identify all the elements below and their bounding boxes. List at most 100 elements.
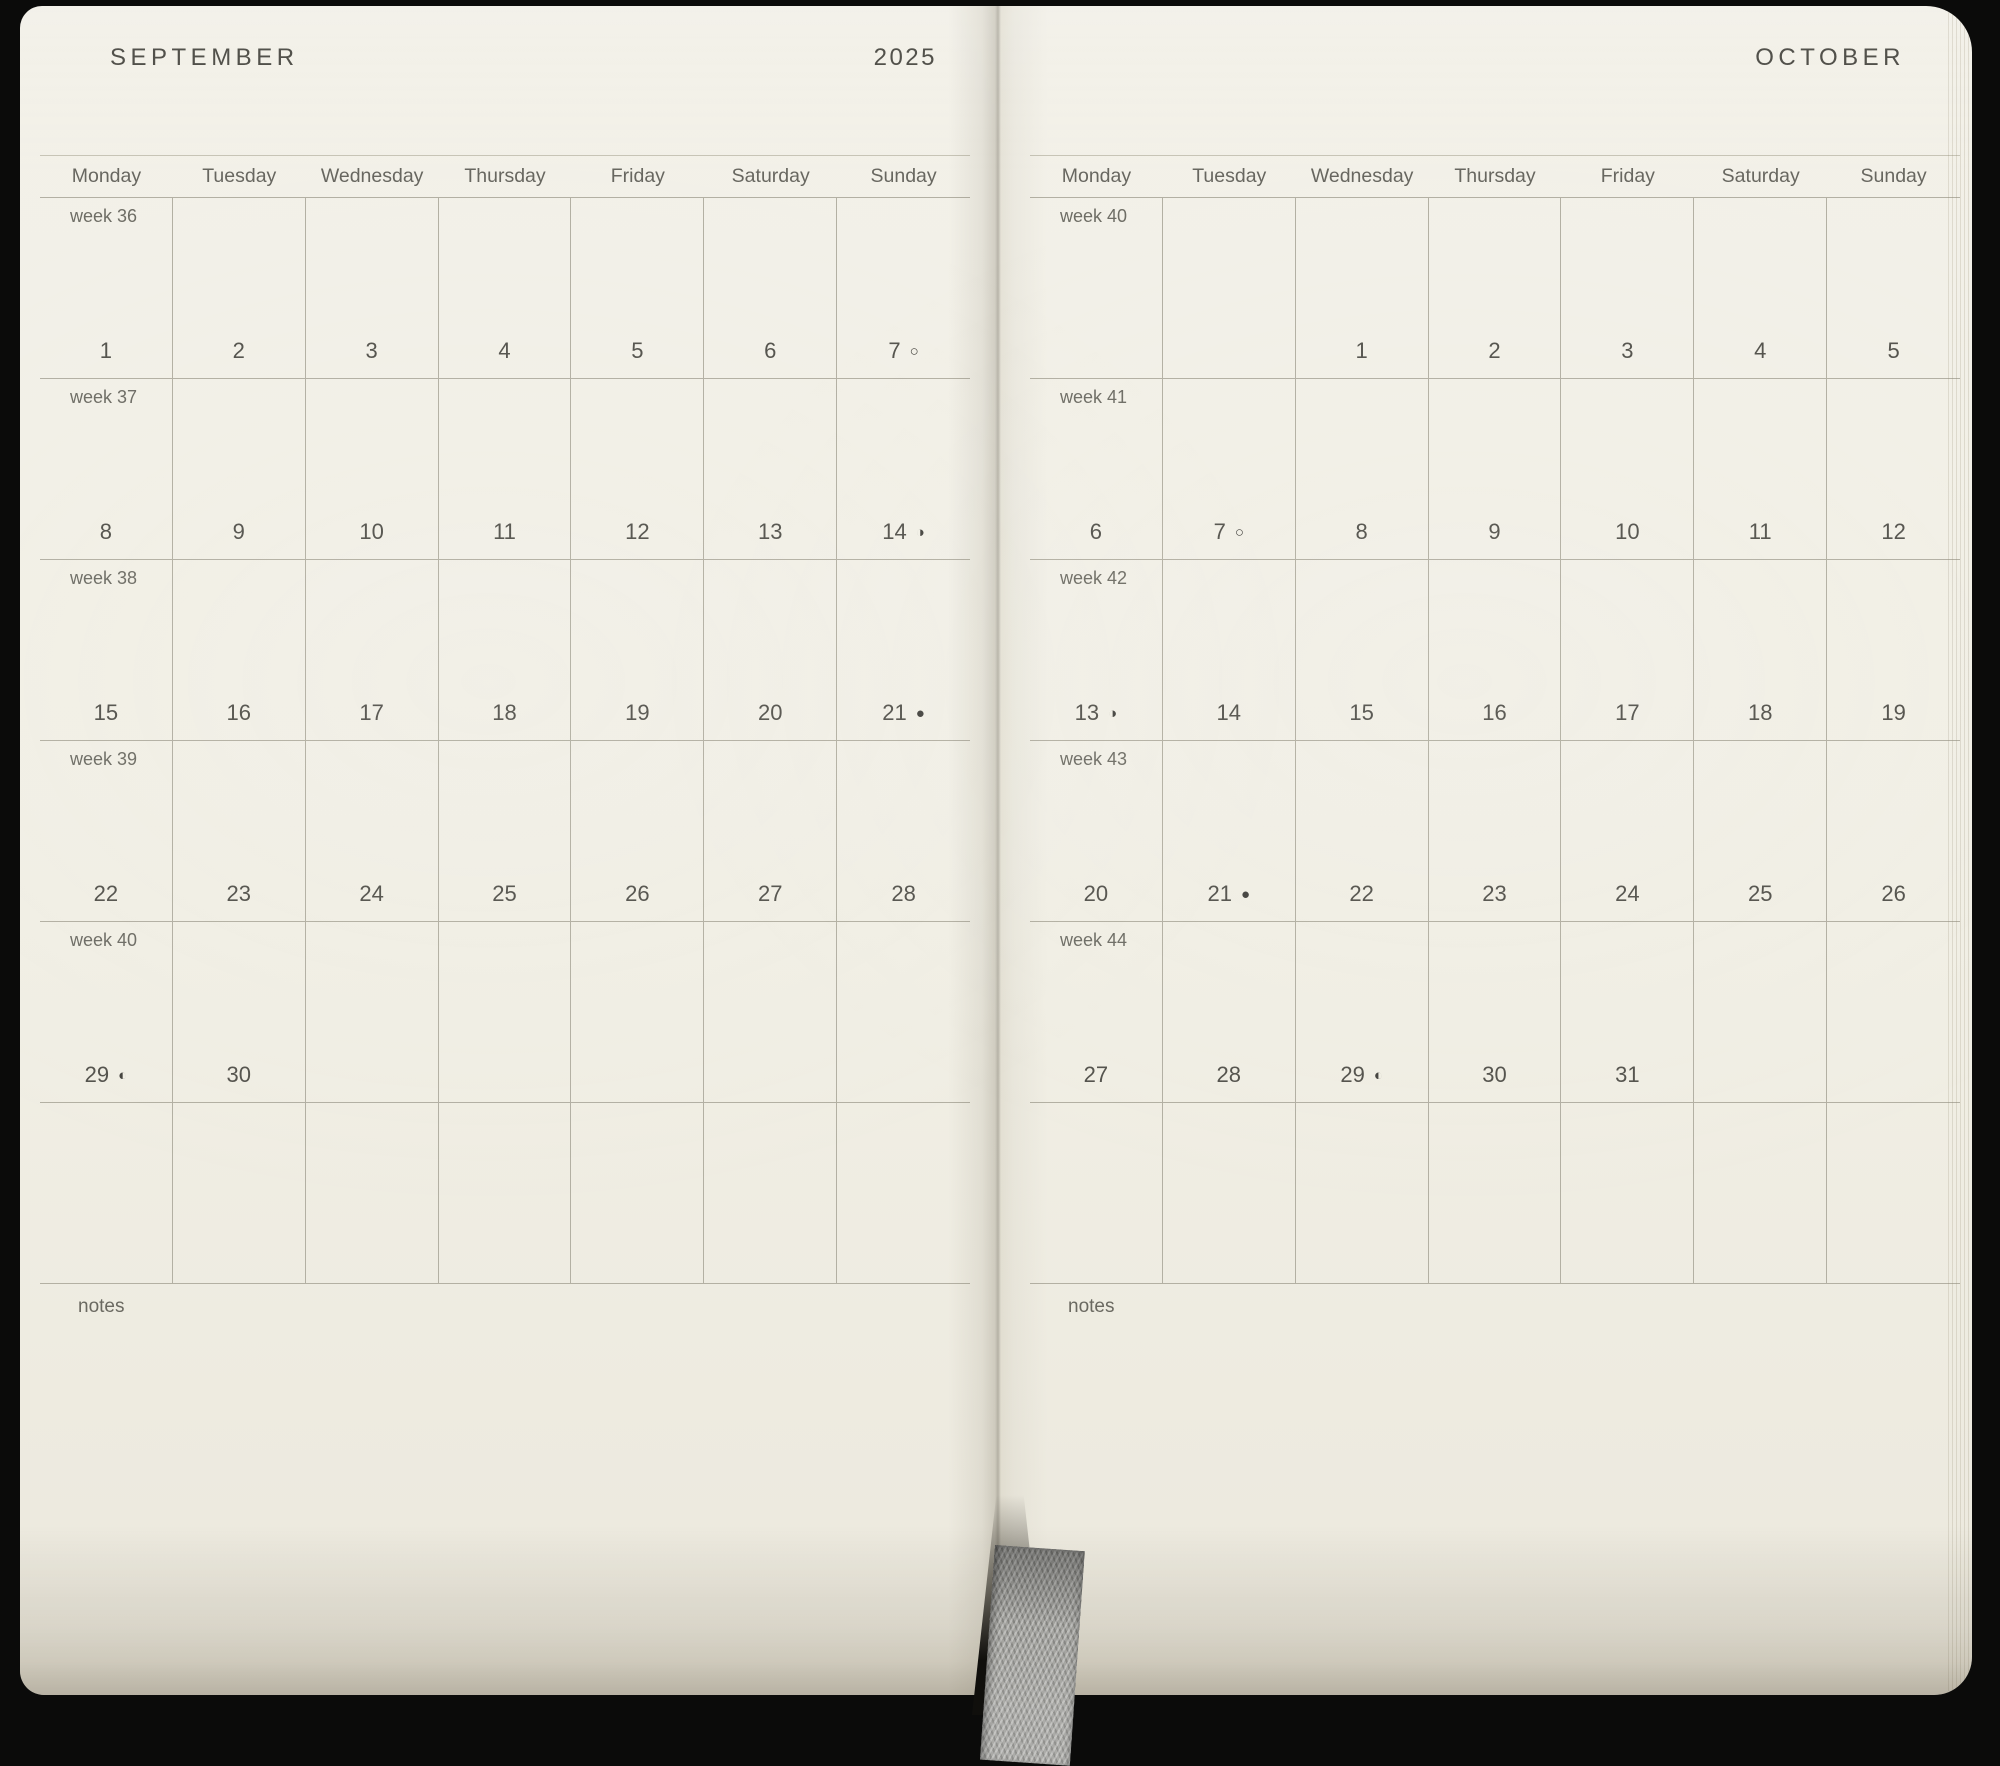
weekday-header-monday: Monday bbox=[71, 165, 142, 187]
day-cell: 23 bbox=[1428, 741, 1562, 922]
day-cell: 27 bbox=[704, 741, 838, 922]
day-number: 2 bbox=[232, 338, 245, 363]
day-cell: 31 bbox=[1561, 922, 1695, 1103]
new-moon-icon: ● bbox=[1240, 886, 1251, 903]
day-number: 7 bbox=[888, 338, 901, 363]
last-quarter-moon-icon: ◑ bbox=[915, 524, 925, 541]
day-cell: 28 bbox=[1162, 922, 1296, 1103]
day-cell: 30 bbox=[172, 922, 306, 1103]
day-number: 22 bbox=[1349, 881, 1374, 906]
day-cell: week 42 13 ◑ bbox=[1030, 560, 1163, 741]
day-cell: 18 bbox=[438, 560, 572, 741]
day-cell: 12 bbox=[1827, 379, 1960, 560]
month-title-september: SEPTEMBER bbox=[110, 44, 299, 71]
weekday-header-tuesday: Tuesday bbox=[202, 165, 277, 187]
week-number-label: week 42 bbox=[1060, 568, 1128, 588]
day-cell: 4 bbox=[438, 198, 572, 379]
day-number: 9 bbox=[232, 519, 245, 544]
weekday-header-saturday: Saturday bbox=[731, 165, 810, 187]
day-cell bbox=[571, 1103, 705, 1284]
day-cell bbox=[305, 1103, 439, 1284]
day-cell: 12 bbox=[571, 379, 705, 560]
day-number: 26 bbox=[625, 881, 650, 906]
day-entry: 24 bbox=[1561, 881, 1693, 907]
day-entry: 24 bbox=[306, 881, 438, 907]
day-entry: 27 bbox=[1030, 1062, 1162, 1088]
day-cell: 17 bbox=[305, 560, 439, 741]
week-number-label: week 38 bbox=[70, 568, 138, 588]
day-entry: 11 bbox=[439, 519, 571, 545]
day-entry: 18 bbox=[1694, 700, 1826, 726]
day-cell: week 40 29 ◐ bbox=[40, 922, 173, 1103]
day-number: 24 bbox=[1615, 881, 1640, 906]
day-cell: 20 bbox=[704, 560, 838, 741]
day-cell: 8 bbox=[1295, 379, 1429, 560]
weekday-header-wednesday: Wednesday bbox=[1310, 165, 1414, 187]
day-entry: 25 bbox=[1694, 881, 1826, 907]
day-cell: 25 bbox=[1694, 741, 1828, 922]
day-entry: 15 bbox=[40, 700, 172, 726]
day-cell: 11 bbox=[1694, 379, 1828, 560]
day-number: 5 bbox=[1887, 338, 1900, 363]
day-number: 6 bbox=[764, 338, 777, 363]
weekday-header-wednesday: Wednesday bbox=[320, 165, 424, 187]
weekday-header-sunday: Sunday bbox=[1860, 165, 1927, 187]
day-number: 21 bbox=[882, 700, 907, 725]
day-entry: 15 bbox=[1296, 700, 1428, 726]
day-entry: 12 bbox=[1827, 519, 1960, 545]
weekday-header-row: Monday Tuesday Wednesday Thursday Friday Satu… bbox=[40, 155, 970, 197]
day-cell: week 38 15 bbox=[40, 560, 173, 741]
day-cell: 9 bbox=[1428, 379, 1562, 560]
day-number: 24 bbox=[359, 881, 384, 906]
day-cell: 14 bbox=[1162, 560, 1296, 741]
weekday-header-thursday: Thursday bbox=[1454, 165, 1536, 187]
day-cell: 13 bbox=[704, 379, 838, 560]
day-cell: 26 bbox=[571, 741, 705, 922]
day-cell: 24 bbox=[305, 741, 439, 922]
day-cell: 25 bbox=[438, 741, 572, 922]
day-cell: 24 bbox=[1561, 741, 1695, 922]
day-cell bbox=[172, 1103, 306, 1284]
day-cell: 7 ○ bbox=[1162, 379, 1296, 560]
weekday-header-sunday: Sunday bbox=[870, 165, 937, 187]
week-number-label: week 41 bbox=[1060, 387, 1128, 407]
day-number: 18 bbox=[492, 700, 517, 725]
day-entry: 18 bbox=[439, 700, 571, 726]
day-number: 3 bbox=[365, 338, 378, 363]
day-cell: week 40 bbox=[1030, 198, 1163, 379]
notes-label-september: notes bbox=[78, 1296, 125, 1317]
day-cell: week 44 27 bbox=[1030, 922, 1163, 1103]
day-number: 4 bbox=[498, 338, 511, 363]
day-entry: 13 bbox=[704, 519, 836, 545]
day-cell bbox=[305, 922, 439, 1103]
weekday-header-thursday: Thursday bbox=[464, 165, 546, 187]
day-entry: 3 bbox=[1561, 338, 1693, 364]
day-cell: 19 bbox=[571, 560, 705, 741]
day-number: 1 bbox=[99, 338, 113, 363]
day-cell: 6 bbox=[704, 198, 838, 379]
day-cell: 16 bbox=[172, 560, 306, 741]
day-entry: 27 bbox=[704, 881, 836, 907]
day-cell: 7 ○ bbox=[837, 198, 970, 379]
day-cell: 4 bbox=[1694, 198, 1828, 379]
day-number: 2 bbox=[1488, 338, 1501, 363]
day-number: 25 bbox=[1747, 881, 1773, 906]
day-entry: 2 bbox=[173, 338, 305, 364]
day-entry: 31 bbox=[1561, 1062, 1693, 1088]
day-number: 17 bbox=[1615, 700, 1640, 725]
day-cell: 29 ◐ bbox=[1295, 922, 1429, 1103]
day-number: 14 bbox=[882, 519, 907, 544]
day-number: 23 bbox=[1482, 881, 1507, 906]
header-october: OCTOBER bbox=[1030, 42, 1960, 74]
weekday-header-monday: Monday bbox=[1061, 165, 1132, 187]
day-number: 8 bbox=[1355, 519, 1368, 544]
day-number: 11 bbox=[493, 519, 516, 544]
day-cell: 15 bbox=[1295, 560, 1429, 741]
week-number-label: week 37 bbox=[70, 387, 138, 407]
day-cell: 18 bbox=[1694, 560, 1828, 741]
ribbon-bookmark bbox=[980, 1545, 1085, 1766]
day-number: 19 bbox=[625, 700, 650, 725]
day-cell: 28 bbox=[837, 741, 970, 922]
week-number-label: week 44 bbox=[1060, 930, 1128, 950]
weekday-header-saturday: Saturday bbox=[1721, 165, 1800, 187]
